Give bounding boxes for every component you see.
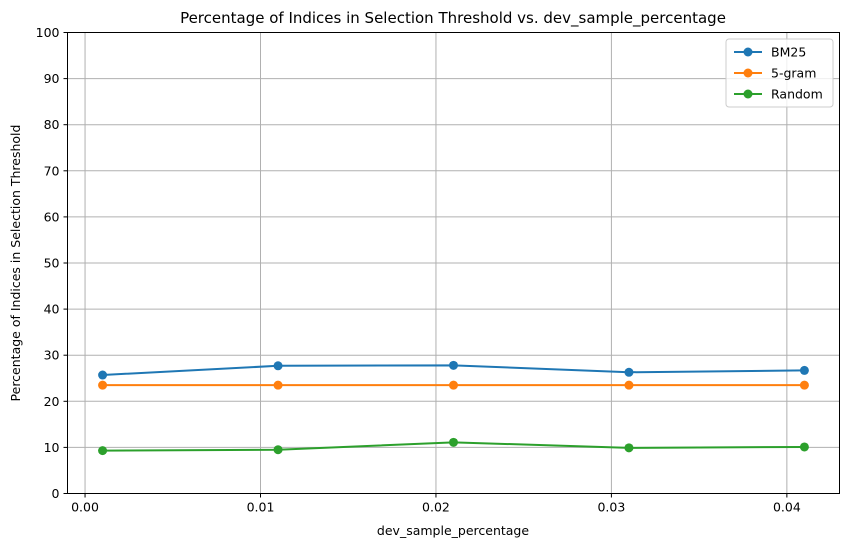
legend: BM25 5-gram Random: [725, 38, 834, 108]
legend-box: [725, 38, 834, 108]
data-point-5-gram: [273, 380, 283, 390]
y-tick-label: 20: [44, 394, 60, 409]
y-tick-label: 30: [44, 348, 60, 363]
legend-label-5-gram: 5-gram: [771, 66, 816, 81]
legend-label-random: Random: [771, 87, 823, 102]
data-point-random: [449, 437, 458, 447]
axis-ticks: 0.00 0.01 0.02 0.03 0.04 0 10 20 30 40 50 60 70 80 90 1…: [36, 25, 801, 515]
y-tick-label: 70: [44, 163, 60, 178]
legend-label-bm25: BM25: [771, 45, 806, 60]
legend-marker-5-gram: [743, 68, 753, 78]
y-axis-label: Percentage of Indices in Selection Thres…: [8, 125, 23, 402]
data-point-bm25: [449, 360, 458, 370]
y-tick-label: 80: [44, 117, 60, 132]
data-point-random: [273, 445, 283, 455]
y-tick-label: 100: [36, 25, 60, 40]
data-point-bm25: [624, 367, 634, 377]
data-point-5-gram: [449, 380, 458, 390]
grid: [67, 32, 840, 494]
x-axis-label: dev_sample_percentage: [377, 523, 529, 538]
y-tick-label: 60: [44, 209, 60, 224]
data-point-bm25: [799, 365, 809, 375]
y-tick-label: 10: [44, 440, 60, 455]
data-point-random: [98, 446, 108, 456]
data-point-bm25: [98, 370, 108, 380]
data-point-bm25: [273, 361, 283, 371]
x-tick-label: 0.02: [422, 500, 450, 515]
series-layer: [98, 360, 809, 456]
data-point-random: [624, 443, 634, 453]
y-tick-label: 40: [44, 302, 60, 317]
chart-title: Percentage of Indices in Selection Thres…: [180, 9, 726, 28]
data-point-5-gram: [98, 380, 108, 390]
x-tick-label: 0.04: [773, 500, 801, 515]
data-point-random: [799, 442, 809, 452]
data-point-5-gram: [624, 380, 634, 390]
legend-marker-bm25: [743, 47, 753, 57]
x-tick-label: 0.01: [247, 500, 275, 515]
y-tick-label: 0: [52, 486, 60, 501]
legend-marker-random: [743, 89, 753, 99]
x-tick-label: 0.00: [71, 500, 99, 515]
x-tick-label: 0.03: [597, 500, 625, 515]
data-point-5-gram: [799, 380, 809, 390]
y-tick-label: 90: [44, 71, 60, 86]
y-tick-label: 50: [44, 256, 60, 271]
